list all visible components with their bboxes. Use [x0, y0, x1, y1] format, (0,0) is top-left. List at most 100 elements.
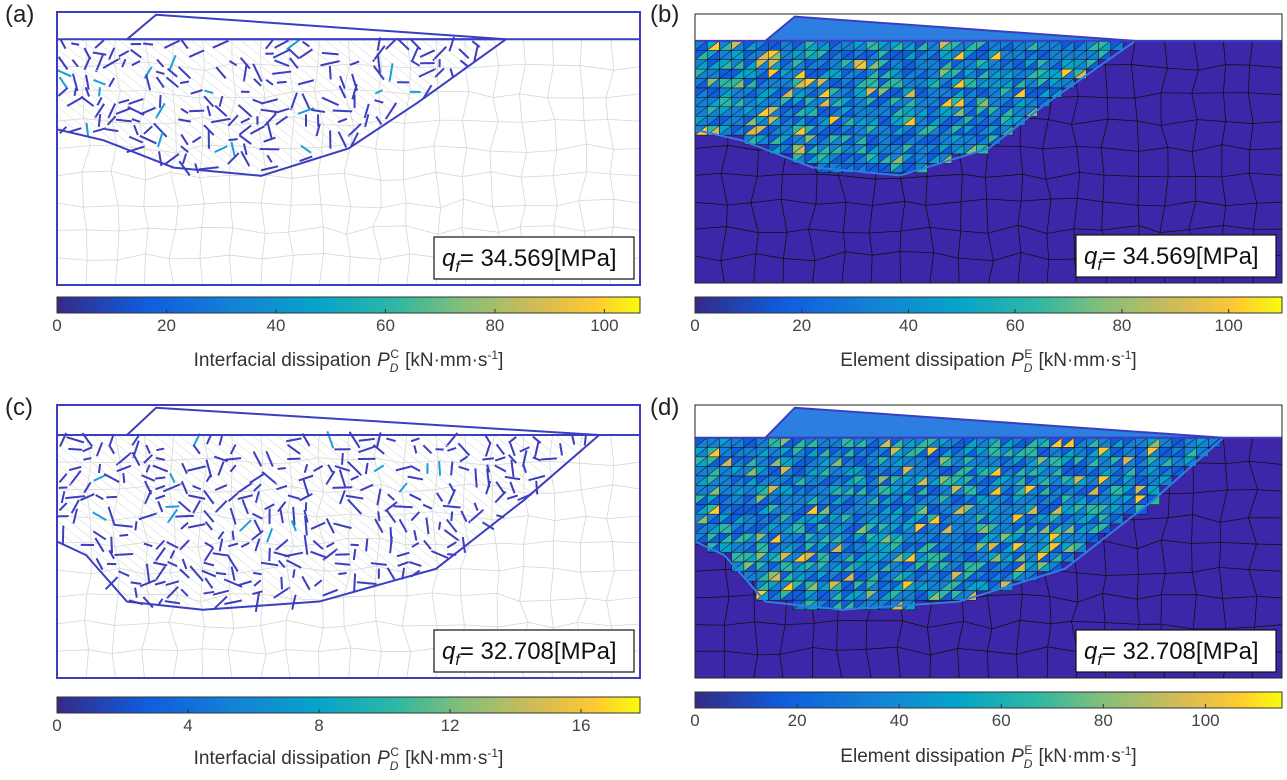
annotation-value: = 34.569[MPa] — [460, 245, 617, 272]
colorbar — [57, 697, 640, 713]
panel-label: (a) — [5, 1, 34, 28]
superscript: E — [1024, 347, 1032, 361]
unit-end: ] — [498, 748, 503, 769]
colorbar-tick-label: 100 — [1214, 316, 1242, 335]
annotation: qf= 32.708[MPa] — [442, 638, 617, 669]
colorbar-tick-label: 16 — [572, 716, 591, 735]
mesh-edge — [497, 593, 498, 627]
crack — [216, 573, 226, 574]
crack — [229, 139, 238, 140]
crack — [135, 521, 136, 530]
label-text: Element dissipation — [840, 350, 1005, 371]
surface — [765, 408, 1223, 438]
mesh-edge — [57, 230, 87, 231]
crack — [269, 548, 270, 561]
annotation-value: = 34.569[MPa] — [1102, 243, 1259, 270]
colorbar-tick-label: 4 — [183, 716, 192, 735]
colorbar-tick-label: 8 — [314, 716, 323, 735]
colorbar-label: Interfacial dissipationPDC[kN·mm·s-1] — [194, 347, 504, 375]
symbol: P — [1011, 350, 1024, 371]
mesh-edge — [87, 230, 88, 260]
crack — [175, 516, 193, 517]
surface — [765, 17, 1135, 41]
panel-label: (c) — [5, 394, 33, 421]
crack — [155, 477, 165, 478]
label-text: Interfacial dissipation — [194, 350, 371, 371]
colorbar-tick-label: 40 — [267, 316, 286, 335]
colorbar-tick-label: 80 — [1112, 316, 1131, 335]
symbol: q — [442, 245, 456, 272]
crack — [233, 531, 234, 540]
crack — [278, 468, 286, 469]
crack — [378, 511, 379, 521]
crack — [114, 554, 133, 555]
crack — [99, 87, 100, 96]
mesh-edge — [838, 620, 867, 621]
symbol: P — [377, 748, 390, 769]
mesh-edge — [524, 493, 554, 494]
mesh-edge — [1192, 93, 1224, 94]
crack — [366, 538, 367, 551]
crack — [68, 449, 82, 450]
crack — [451, 512, 452, 521]
crack — [333, 111, 352, 112]
crack — [541, 458, 557, 459]
colorbar-tick-label: 60 — [1006, 316, 1025, 335]
colorbar-label: Element dissipation PDE [kN·mm·s-1] — [840, 347, 1136, 375]
panel: (a)qf= 34.569[MPa]020406080100Interfacia… — [5, 1, 640, 375]
crack — [143, 44, 153, 45]
crack — [330, 66, 331, 79]
panel-label: (d) — [650, 394, 679, 421]
mesh-edge — [403, 151, 404, 180]
mesh-edge — [262, 569, 263, 594]
crack — [123, 473, 124, 483]
crack — [335, 563, 350, 564]
crack — [482, 458, 494, 459]
crack — [342, 453, 343, 465]
subscript: D — [1024, 361, 1033, 375]
crack — [354, 574, 355, 593]
mesh-edge — [144, 206, 179, 207]
crack — [63, 526, 64, 545]
colorbar — [695, 297, 1282, 313]
mesh-edge — [758, 232, 787, 233]
surface — [127, 408, 599, 435]
unit: [kN·mm·s — [405, 350, 487, 371]
crack — [277, 82, 287, 83]
mesh-edge — [323, 600, 324, 628]
crack — [451, 462, 452, 476]
colorbar-tick-label: 12 — [441, 716, 460, 735]
crack — [71, 43, 79, 44]
label-text: Interfacial dissipation — [194, 748, 371, 769]
panel: (d)qf= 32.708[MPa]020406080100Element di… — [650, 394, 1282, 771]
annotation: qf= 34.569[MPa] — [442, 245, 617, 276]
crack — [439, 522, 440, 530]
crack — [119, 535, 128, 536]
crack — [253, 573, 261, 574]
subscript: D — [390, 759, 399, 773]
crack — [439, 461, 440, 476]
crack — [333, 487, 353, 488]
unit-end: ] — [498, 350, 503, 371]
superscript: C — [390, 745, 399, 759]
superscript: C — [390, 347, 399, 361]
colorbar-tick-label: 100 — [590, 316, 618, 335]
colorbar-tick-label: 60 — [376, 316, 395, 335]
unit-end: ] — [1131, 350, 1136, 371]
colorbar-tick-label: 0 — [690, 316, 699, 335]
colorbar-tick-label: 80 — [485, 316, 504, 335]
unit: [kN·mm·s — [1038, 350, 1120, 371]
colorbar-tick-label: 20 — [157, 316, 176, 335]
symbol: P — [377, 350, 390, 371]
symbol: q — [442, 638, 456, 665]
annotation: qf= 34.569[MPa] — [1084, 243, 1259, 274]
annotation-value: = 32.708[MPa] — [460, 638, 617, 665]
crack — [293, 569, 294, 578]
colorbar-tick-label: 20 — [792, 316, 811, 335]
panel-label: (b) — [650, 1, 679, 28]
unit-superscript: -1 — [1121, 348, 1132, 362]
symbol: q — [1084, 243, 1098, 270]
unit-superscript: -1 — [487, 746, 498, 760]
crack — [99, 464, 100, 473]
